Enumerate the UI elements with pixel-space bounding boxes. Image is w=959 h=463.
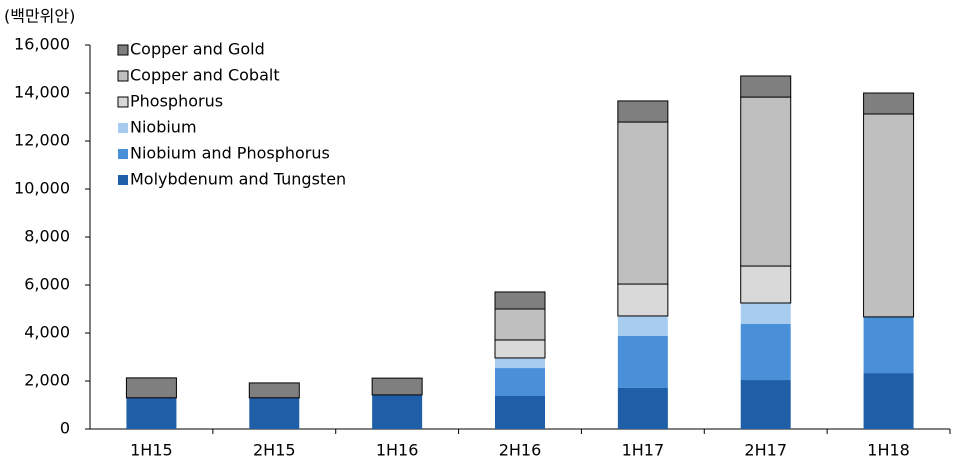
y-tick-label: 6,000 [24, 275, 70, 294]
bar-segment [617, 121, 669, 285]
bar-segment [126, 397, 177, 429]
legend-swatch [118, 123, 128, 133]
y-tick-label: 14,000 [14, 83, 70, 102]
bar-segment [740, 75, 792, 98]
legend-label: Copper and Gold [130, 40, 265, 59]
legend-label: Phosphorus [130, 92, 223, 111]
bar-segment [740, 380, 791, 429]
bar-segment [740, 324, 791, 381]
x-tick-label: 1H18 [867, 441, 910, 460]
legend-label: Molybdenum and Tungsten [130, 170, 346, 189]
bar-segment [617, 387, 668, 429]
bar-segment [617, 315, 668, 336]
bar-segment [495, 396, 545, 429]
bar-segment [371, 377, 423, 396]
y-axis-label: (백만위안) [4, 7, 75, 26]
bar-segment [863, 373, 914, 429]
legend-swatch [118, 175, 128, 185]
bar-segment [863, 92, 915, 115]
bar-segment [740, 96, 792, 267]
bar-segment [617, 283, 669, 317]
bar-segment [863, 316, 914, 374]
legend-swatch [117, 44, 129, 56]
x-tick-label: 1H17 [622, 441, 665, 460]
legend-label: Niobium and Phosphorus [130, 144, 330, 163]
y-tick-label: 4,000 [24, 323, 70, 342]
bar-segment [617, 336, 668, 388]
bar-segment [495, 368, 545, 396]
bar-segment [740, 303, 791, 324]
legend-label: Niobium [130, 118, 197, 137]
y-tick-label: 0 [60, 419, 70, 438]
x-tick-label: 1H15 [130, 441, 173, 460]
bar-segment [617, 100, 669, 123]
y-tick-label: 16,000 [14, 35, 70, 54]
bar-segment [249, 397, 300, 429]
y-tick-label: 8,000 [24, 227, 70, 246]
legend-swatch [118, 149, 128, 159]
x-tick-label: 2H15 [253, 441, 296, 460]
x-tick-label: 1H16 [376, 441, 419, 460]
bar-segment [125, 377, 177, 399]
bar-segment [495, 357, 545, 369]
bar-segment [494, 308, 546, 341]
y-tick-label: 2,000 [24, 371, 70, 390]
bar-segment [740, 265, 792, 304]
x-tick-label: 2H16 [499, 441, 542, 460]
y-tick-label: 10,000 [14, 179, 70, 198]
y-tick-label: 12,000 [14, 131, 70, 150]
x-tick-label: 2H17 [744, 441, 787, 460]
legend-swatch [117, 96, 129, 108]
bar-segment [372, 394, 423, 429]
legend-swatch [117, 70, 129, 82]
bar-segment [248, 382, 300, 399]
legend-label: Copper and Cobalt [130, 66, 280, 85]
bar-segment [863, 113, 915, 318]
bar-segment [494, 339, 546, 359]
bar-segment [494, 291, 546, 310]
